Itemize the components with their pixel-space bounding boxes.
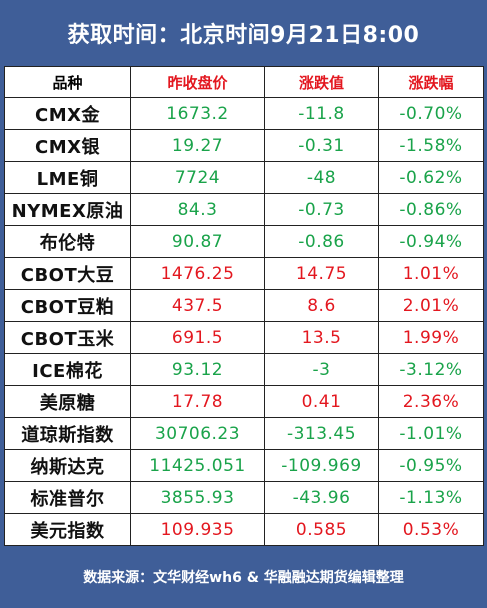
change-percent: -0.94% (378, 225, 484, 258)
change-percent: -0.62% (378, 161, 484, 194)
close-price: 691.5 (130, 321, 265, 354)
instrument-name: 布伦特 (4, 225, 131, 258)
change-value: 13.5 (264, 321, 379, 354)
change-percent: 2.36% (378, 385, 484, 418)
table-row: 纳斯达克 11425.051 -109.969 -0.95% (4, 449, 484, 482)
table-row: CBOT豆粕 437.5 8.6 2.01% (4, 289, 484, 322)
change-percent: -1.01% (378, 417, 484, 450)
change-percent: -1.58% (378, 129, 484, 162)
header-close: 昨收盘价 (130, 66, 265, 98)
table-row: CMX银 19.27 -0.31 -1.58% (4, 129, 484, 162)
source-footer: 数据来源：文华财经wh6 & 华融融达期货编辑整理 (83, 569, 404, 586)
table-row: LME铜 7724 -48 -0.62% (4, 161, 484, 194)
quote-table: 品种 昨收盘价 涨跌值 涨跌幅 CMX金 1673.2 -11.8 -0.70% CMX… (4, 66, 484, 546)
close-price: 84.3 (130, 193, 265, 226)
instrument-name: CMX金 (4, 97, 131, 130)
table-row: CMX金 1673.2 -11.8 -0.70% (4, 97, 484, 130)
table-row: 标准普尔 3855.93 -43.96 -1.13% (4, 481, 484, 514)
close-price: 1476.25 (130, 257, 265, 290)
close-price: 17.78 (130, 385, 265, 418)
instrument-name: LME铜 (4, 161, 131, 194)
close-price: 11425.051 (130, 449, 265, 482)
instrument-name: 纳斯达克 (4, 449, 131, 482)
table-header-row: 品种 昨收盘价 涨跌值 涨跌幅 (4, 66, 484, 98)
instrument-name: CBOT大豆 (4, 257, 131, 290)
change-value: 8.6 (264, 289, 379, 322)
instrument-name: CBOT玉米 (4, 321, 131, 354)
table-row: 美元指数 109.935 0.585 0.53% (4, 513, 484, 546)
table-row: NYMEX原油 84.3 -0.73 -0.86% (4, 193, 484, 226)
close-price: 7724 (130, 161, 265, 194)
instrument-name: CBOT豆粕 (4, 289, 131, 322)
close-price: 437.5 (130, 289, 265, 322)
table-row: CBOT玉米 691.5 13.5 1.99% (4, 321, 484, 354)
table-row: 布伦特 90.87 -0.86 -0.94% (4, 225, 484, 258)
close-price: 30706.23 (130, 417, 265, 450)
change-percent: 1.99% (378, 321, 484, 354)
instrument-name: 道琼斯指数 (4, 417, 131, 450)
close-price: 19.27 (130, 129, 265, 162)
change-percent: -1.13% (378, 481, 484, 514)
table-row: 美原糖 17.78 0.41 2.36% (4, 385, 484, 418)
change-value: -11.8 (264, 97, 379, 130)
change-value: 14.75 (264, 257, 379, 290)
table-row: ICE棉花 93.12 -3 -3.12% (4, 353, 484, 386)
close-price: 1673.2 (130, 97, 265, 130)
instrument-name: 标准普尔 (4, 481, 131, 514)
instrument-name: 美元指数 (4, 513, 131, 546)
page-title: 获取时间：北京时间9月21日8:00 (67, 23, 420, 48)
change-percent: 1.01% (378, 257, 484, 290)
change-percent: -0.86% (378, 193, 484, 226)
header-change: 涨跌值 (264, 66, 379, 98)
change-value: -3 (264, 353, 379, 386)
instrument-name: NYMEX原油 (4, 193, 131, 226)
instrument-name: 美原糖 (4, 385, 131, 418)
table-body: CMX金 1673.2 -11.8 -0.70% CMX银 19.27 -0.31 -1.58… (4, 97, 484, 546)
table-row: CBOT大豆 1476.25 14.75 1.01% (4, 257, 484, 290)
change-value: -109.969 (264, 449, 379, 482)
table-row: 道琼斯指数 30706.23 -313.45 -1.01% (4, 417, 484, 450)
change-percent: -0.95% (378, 449, 484, 482)
close-price: 109.935 (130, 513, 265, 546)
instrument-name: CMX银 (4, 129, 131, 162)
change-value: -0.86 (264, 225, 379, 258)
change-value: 0.585 (264, 513, 379, 546)
change-value: 0.41 (264, 385, 379, 418)
change-value: -0.73 (264, 193, 379, 226)
change-percent: 2.01% (378, 289, 484, 322)
close-price: 3855.93 (130, 481, 265, 514)
change-value: -313.45 (264, 417, 379, 450)
change-percent: -3.12% (378, 353, 484, 386)
change-value: -43.96 (264, 481, 379, 514)
change-value: -0.31 (264, 129, 379, 162)
change-value: -48 (264, 161, 379, 194)
header-name: 品种 (4, 66, 131, 98)
header-pct: 涨跌幅 (378, 66, 484, 98)
close-price: 90.87 (130, 225, 265, 258)
instrument-name: ICE棉花 (4, 353, 131, 386)
close-price: 93.12 (130, 353, 265, 386)
change-percent: -0.70% (378, 97, 484, 130)
change-percent: 0.53% (378, 513, 484, 546)
quote-table-wrapper: 品种 昨收盘价 涨跌值 涨跌幅 CMX金 1673.2 -11.8 -0.70% CMX… (4, 66, 484, 546)
